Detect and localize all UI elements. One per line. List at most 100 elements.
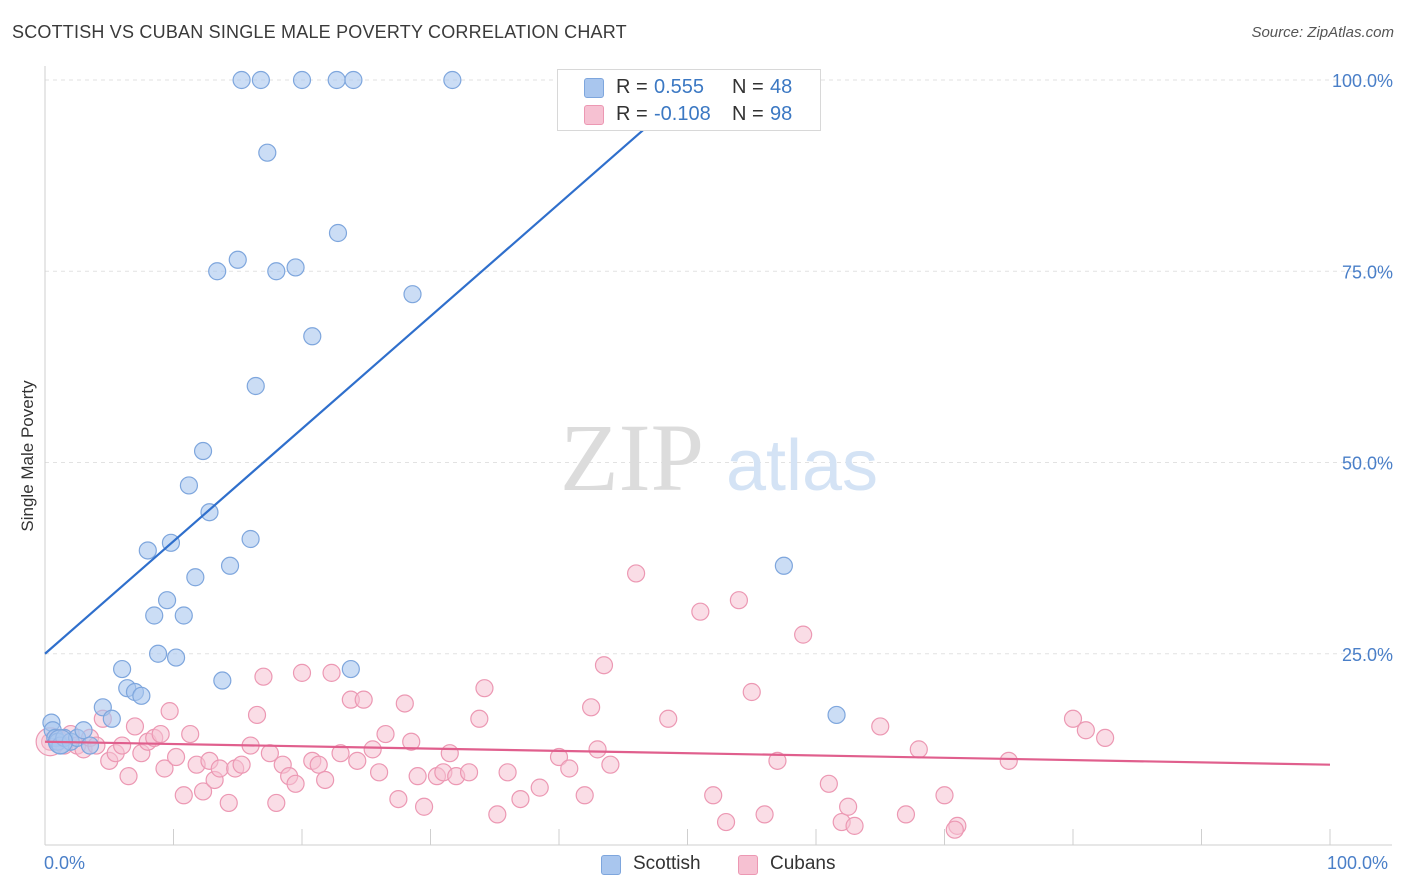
axes: [44, 66, 1392, 846]
cubans-point: [309, 755, 328, 774]
cubans-point: [845, 816, 864, 835]
cubans-point: [174, 786, 193, 805]
scottish-point: [228, 250, 247, 269]
cubans-point: [511, 789, 530, 809]
cubans-point: [210, 759, 229, 778]
watermark-zip: ZIP: [560, 404, 704, 511]
cubans-point: [354, 690, 373, 709]
scottish-point: [246, 376, 265, 396]
stats-legend: R = 0.555 N = 48 R = -0.108 N = 98: [557, 69, 821, 131]
cubans-point: [292, 663, 312, 682]
chart-title: SCOTTISH VS CUBAN SINGLE MALE POVERTY CO…: [12, 22, 627, 42]
cubans-point: [363, 740, 382, 759]
scottish-point: [112, 659, 132, 679]
r-value: 0.555: [654, 76, 705, 98]
cubans-legend-swatch: [738, 855, 758, 875]
source-label: Source: ZipAtlas.com: [1251, 24, 1394, 41]
y-tick-label: 50.0%: [1342, 454, 1393, 474]
cubans-point: [316, 770, 335, 790]
scottish-point: [102, 709, 121, 728]
scottish-point: [443, 70, 462, 90]
cubans-point: [459, 763, 479, 782]
y-tick-label: 100.0%: [1332, 71, 1393, 91]
y-axis-label: Single Male Poverty: [18, 380, 37, 532]
n-label: N =: [732, 103, 764, 125]
cubans-legend-label: Cubans: [770, 853, 836, 874]
y-tick-label: 75.0%: [1342, 262, 1393, 282]
scottish-point: [341, 659, 360, 679]
cubans-point: [909, 740, 928, 759]
cubans-point: [181, 724, 200, 744]
n-label: N =: [732, 76, 764, 98]
scottish-swatch: [584, 78, 604, 98]
cubans-point: [389, 789, 408, 809]
cubans-point: [440, 744, 459, 763]
cubans-point: [582, 698, 601, 717]
scottish-point: [74, 721, 93, 740]
scottish-point: [148, 644, 168, 663]
scottish-point: [157, 591, 177, 610]
cubans-point: [286, 774, 305, 793]
cubans-point: [659, 709, 678, 728]
cubans-point: [729, 591, 749, 610]
scottish-point: [328, 223, 348, 243]
cubans-point: [755, 805, 774, 824]
r-label: R =: [616, 76, 648, 98]
cubans-point: [794, 625, 813, 644]
cubans-point: [348, 751, 367, 770]
trend-lines: [44, 79, 1331, 766]
cubans-point: [945, 820, 964, 839]
scottish-point: [344, 70, 363, 90]
cubans-point: [247, 705, 267, 725]
scottish-point: [213, 671, 232, 690]
cubans-point: [322, 663, 341, 682]
cubans-point: [160, 702, 179, 721]
cubans-point: [839, 797, 858, 816]
cubans-point: [871, 717, 890, 736]
cubans-point: [626, 564, 646, 583]
cubans-point: [414, 797, 434, 816]
watermark-atlas: atlas: [726, 426, 878, 506]
scottish-point: [232, 70, 251, 90]
cubans-point: [408, 767, 427, 786]
scottish-legend-swatch: [601, 855, 621, 875]
cubans-point: [488, 805, 507, 824]
scottish-point: [303, 327, 322, 346]
scottish-point: [138, 541, 157, 560]
cubans-point: [219, 793, 238, 813]
y-tick-labels: 25.0% 50.0% 75.0% 100.0%: [1332, 71, 1393, 665]
cubans-point: [575, 786, 594, 805]
cubans-point: [1096, 728, 1115, 748]
cubans-point: [935, 786, 954, 805]
scottish-point: [403, 285, 422, 304]
cubans-point: [402, 732, 421, 751]
scottish-point: [827, 705, 846, 725]
cubans-trend-line: [44, 740, 1331, 766]
cubans-point: [254, 667, 273, 686]
cubans-point: [470, 709, 489, 728]
scottish-point: [186, 568, 205, 587]
cubans-point: [999, 751, 1018, 770]
scottish-point: [220, 556, 240, 575]
scottish-point: [251, 70, 270, 90]
scottish-point: [166, 648, 186, 667]
cubans-point: [166, 747, 186, 767]
scottish-point: [200, 503, 219, 522]
scottish-point: [174, 606, 193, 625]
cubans-point: [193, 782, 213, 801]
cubans-point: [232, 755, 251, 774]
scottish-legend-label: Scottish: [633, 853, 701, 874]
cubans-point: [1063, 709, 1083, 728]
scottish-point: [327, 70, 346, 90]
cubans-point: [768, 751, 787, 770]
cubans-point: [155, 759, 174, 778]
scottish-point: [193, 441, 213, 461]
scottish-series: [42, 70, 846, 755]
cubans-point: [601, 755, 620, 774]
cubans-point: [112, 736, 132, 755]
r-value: -0.108: [654, 103, 711, 125]
cubans-point: [704, 786, 723, 805]
cubans-point: [896, 805, 916, 824]
y-tick-label: 25.0%: [1342, 645, 1393, 665]
